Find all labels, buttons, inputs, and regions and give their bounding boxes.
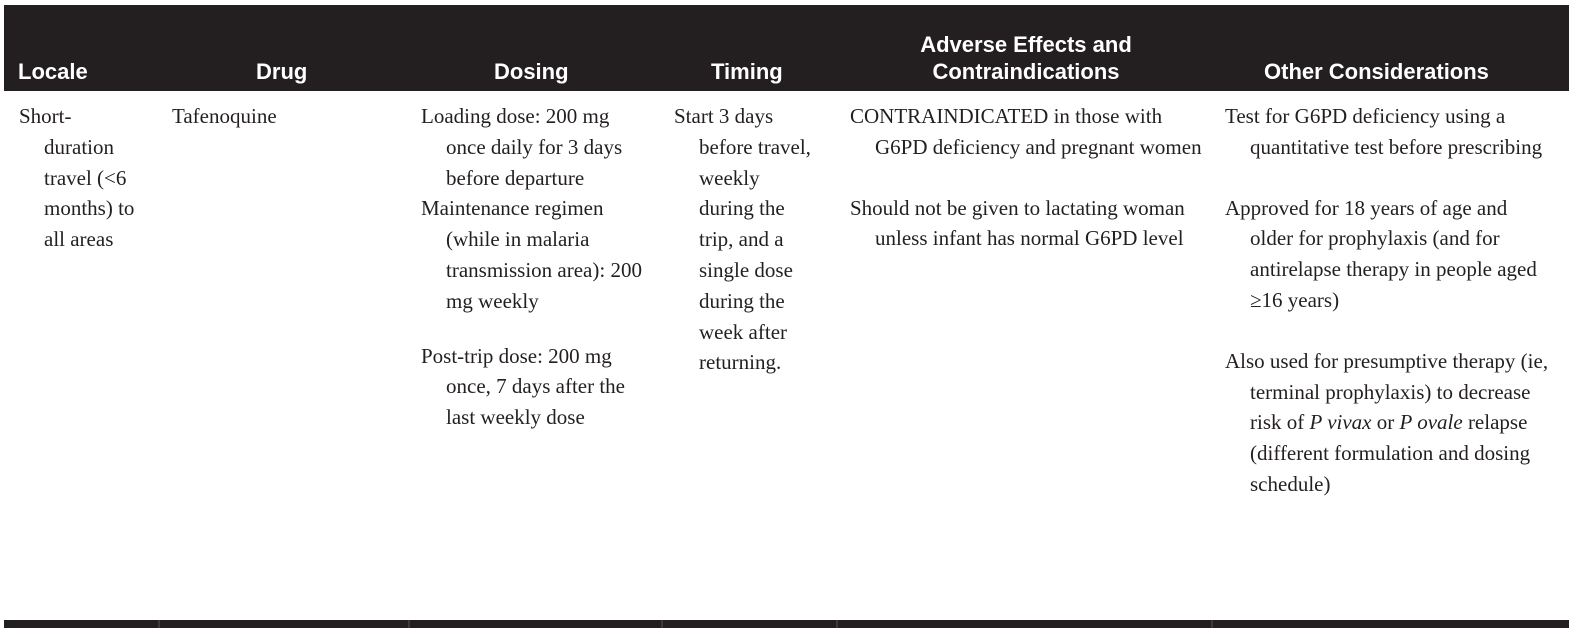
cell-dosing: Loading dose: 200 mg once daily for 3 da… — [421, 101, 651, 433]
other-also-suffix: relapse (different formulation and dosin… — [1250, 410, 1531, 496]
header-adverse-line2: Contraindications — [932, 59, 1120, 84]
cell-other-considerations: Test for G6PD deficiency using a quantit… — [1225, 101, 1555, 500]
locale-text: Short-duration travel (<6 months) to all… — [19, 104, 135, 252]
adverse-lactation: Should not be given to lactating woman u… — [850, 195, 1185, 251]
column-divider — [836, 620, 838, 628]
cell-timing: Start 3 days before travel, weekly durin… — [674, 101, 816, 378]
column-divider — [158, 620, 160, 628]
other-or: or — [1371, 410, 1400, 435]
p-vivax: P vivax — [1309, 410, 1372, 435]
column-divider — [408, 620, 410, 628]
other-also-used: Also used for presumptive therapy (ie, t… — [1225, 346, 1555, 500]
cell-locale: Short-duration travel (<6 months) to all… — [19, 101, 141, 255]
table-bottom-rule — [4, 620, 1569, 628]
dosing-maintenance: Maintenance regimen (while in malaria tr… — [421, 196, 642, 313]
timing-text: Start 3 days before travel, weekly durin… — [674, 104, 811, 375]
adverse-contraindication: CONTRAINDICATED in those with G6PD defic… — [850, 104, 1202, 159]
header-adverse-effects: Adverse Effects and Contraindications — [900, 31, 1152, 85]
drug-name: Tafenoquine — [172, 104, 277, 128]
other-test: Test for G6PD deficiency using a quantit… — [1225, 104, 1543, 159]
header-timing: Timing — [711, 59, 783, 84]
header-locale: Locale — [18, 59, 88, 84]
header-adverse-line1: Adverse Effects and — [920, 32, 1132, 57]
other-also-prefix: Also used for presumptive therapy (ie, t… — [1225, 348, 1549, 435]
table-header: Locale Drug Dosing Timing Adverse Effect… — [4, 5, 1569, 91]
column-divider — [661, 620, 663, 628]
p-ovale: P ovale — [1399, 410, 1463, 435]
header-other-considerations: Other Considerations — [1264, 59, 1489, 84]
column-divider — [1211, 620, 1213, 628]
header-dosing: Dosing — [494, 59, 569, 84]
dosing-post-trip: Post-trip dose: 200 mg once, 7 days afte… — [421, 343, 626, 430]
header-drug: Drug — [256, 59, 308, 84]
dosing-loading: Loading dose: 200 mg once daily for 3 da… — [421, 104, 623, 190]
other-approved: Approved for 18 years of age and older f… — [1225, 195, 1537, 312]
cell-adverse-effects: CONTRAINDICATED in those with G6PD defic… — [850, 101, 1210, 254]
cell-drug: Tafenoquine — [172, 101, 372, 132]
